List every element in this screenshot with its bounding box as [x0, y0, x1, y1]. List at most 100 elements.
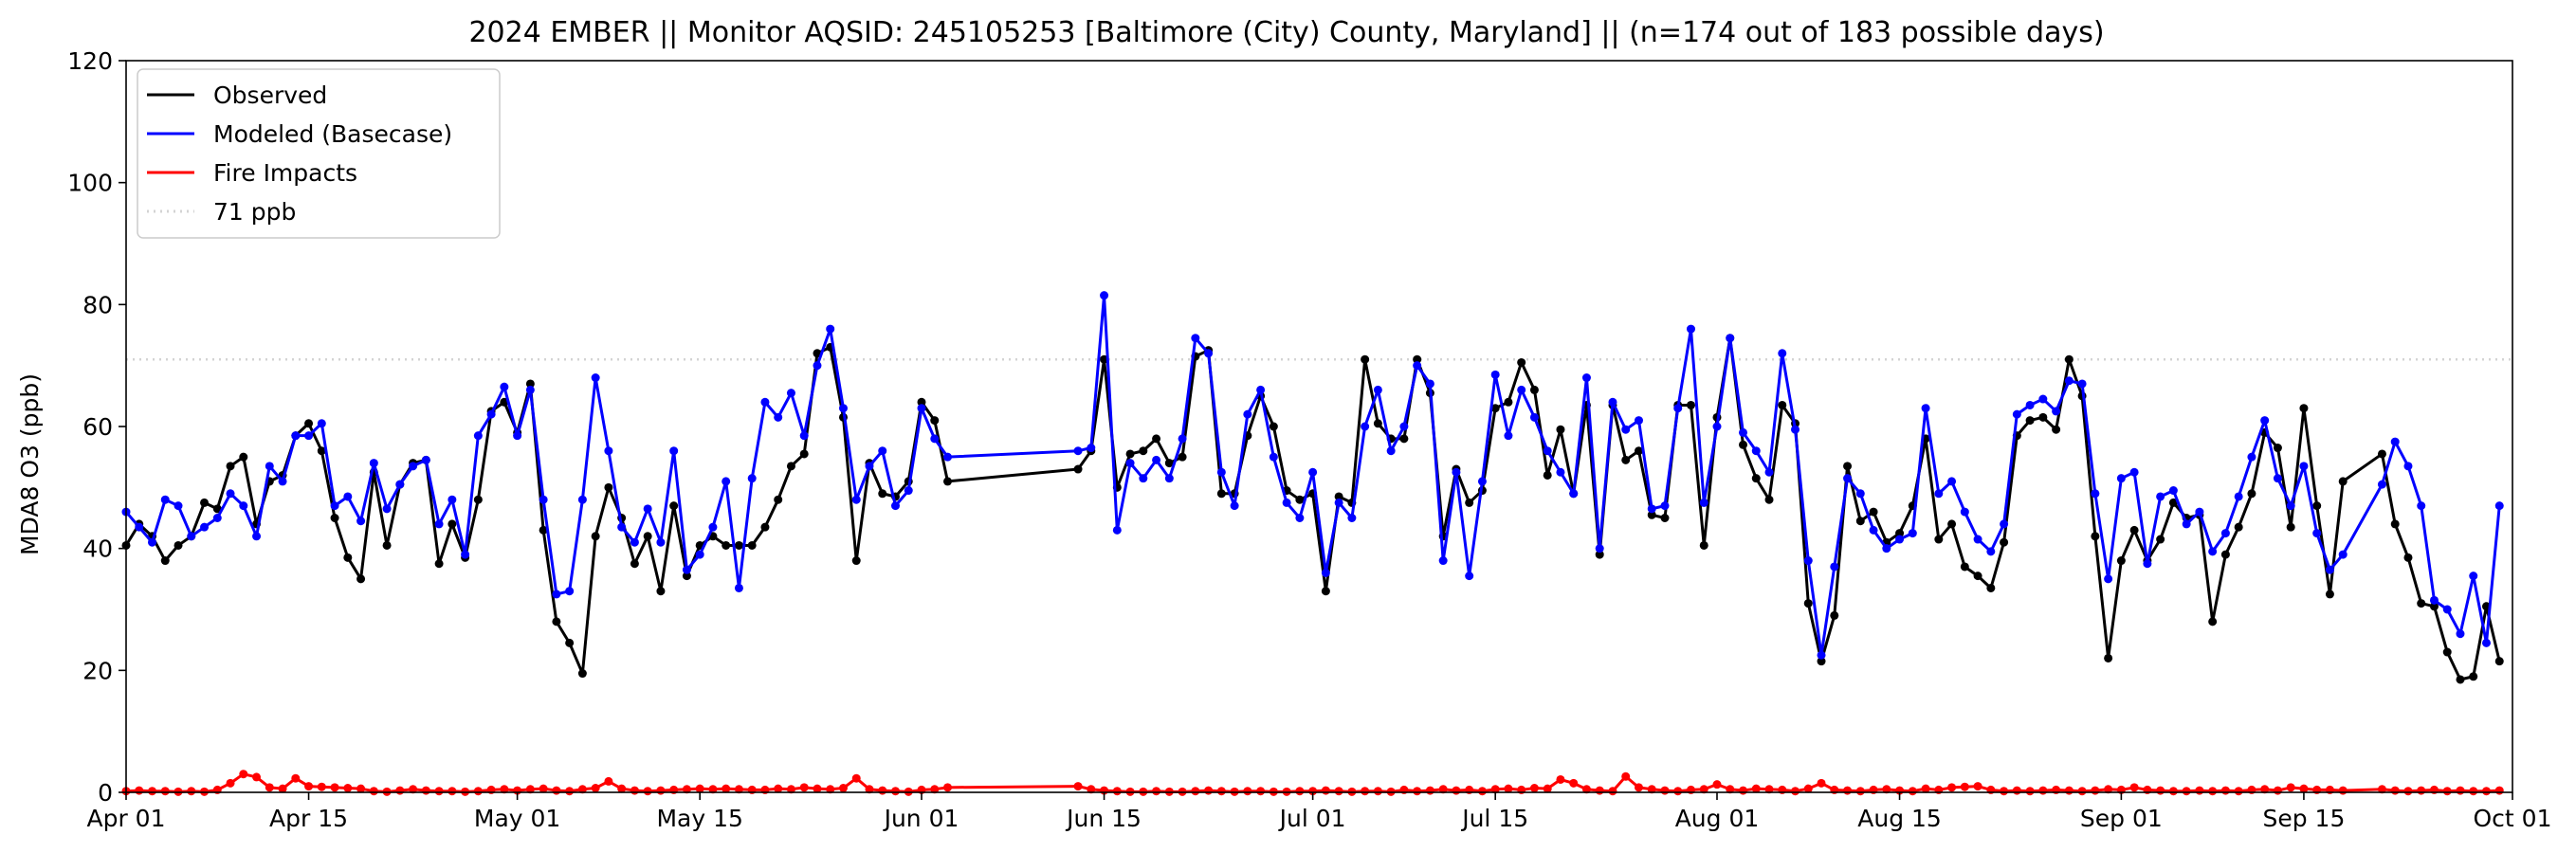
data-point — [865, 785, 874, 794]
data-point — [343, 492, 353, 501]
data-point — [226, 778, 235, 788]
data-point — [1908, 529, 1917, 538]
data-point — [1556, 425, 1565, 434]
data-point — [890, 501, 900, 511]
data-point — [2168, 498, 2178, 507]
data-point — [1243, 409, 1252, 419]
data-point — [2469, 787, 2478, 796]
data-point — [1465, 498, 1474, 507]
data-point — [1960, 782, 1969, 791]
data-point — [409, 785, 418, 794]
data-point — [1100, 291, 1109, 300]
data-point — [1947, 783, 1957, 792]
data-point — [448, 519, 457, 529]
data-point — [1517, 385, 1526, 394]
data-point — [2403, 462, 2413, 471]
data-point — [851, 495, 861, 504]
data-point — [930, 416, 940, 426]
data-point — [2116, 474, 2126, 483]
data-point — [330, 514, 339, 522]
data-point — [577, 785, 587, 794]
data-point — [1152, 455, 1161, 464]
data-point — [1581, 373, 1591, 383]
data-point — [1882, 785, 1891, 794]
data-point — [2156, 535, 2165, 544]
data-point — [2038, 394, 2048, 404]
data-point — [212, 504, 222, 514]
data-point — [1452, 786, 1461, 795]
data-point — [539, 525, 548, 535]
data-point — [356, 517, 366, 526]
data-point — [1973, 572, 1982, 581]
data-point — [1308, 467, 1318, 477]
data-point — [1855, 517, 1865, 526]
legend-label: Modeled (Basecase) — [213, 120, 452, 148]
data-point — [421, 786, 430, 795]
data-point — [2481, 787, 2491, 796]
data-point — [1595, 544, 1604, 554]
data-point — [2312, 501, 2322, 511]
data-point — [1373, 419, 1382, 428]
data-point — [148, 537, 157, 547]
data-point — [1751, 446, 1761, 456]
data-point — [1243, 787, 1252, 796]
data-point — [2220, 529, 2230, 538]
data-point — [1361, 354, 1370, 364]
data-point — [656, 537, 666, 547]
plot-area — [121, 60, 2513, 796]
data-point — [2273, 474, 2282, 483]
data-point — [1112, 525, 1122, 535]
data-point — [1986, 547, 1996, 556]
data-point — [2104, 785, 2113, 794]
data-point — [1699, 498, 1708, 507]
data-point — [1986, 583, 1996, 592]
data-point — [395, 480, 405, 489]
y-axis-ticks: 0 20 40 60 80 100 120 — [67, 47, 126, 807]
data-point — [2325, 565, 2334, 574]
data-point — [2286, 522, 2295, 532]
data-point — [395, 786, 405, 795]
data-point — [2325, 590, 2334, 599]
data-point — [1764, 785, 1774, 794]
data-point — [1295, 514, 1305, 522]
data-point — [1529, 412, 1539, 422]
data-point — [2417, 501, 2426, 511]
data-point — [1947, 519, 1957, 529]
data-point — [1947, 477, 1957, 486]
data-point — [2286, 501, 2295, 511]
data-point — [2129, 525, 2139, 535]
data-point — [577, 495, 587, 504]
data-point — [1830, 610, 1839, 620]
data-point — [708, 785, 718, 794]
data-point — [1256, 385, 1266, 394]
data-point — [2220, 550, 2230, 559]
data-point — [2403, 787, 2413, 796]
data-point — [1608, 787, 1617, 796]
data-point — [2442, 787, 2452, 796]
data-point — [2234, 522, 2243, 532]
data-point — [252, 532, 262, 541]
data-point — [1073, 464, 1083, 474]
data-point — [1921, 784, 1930, 793]
data-point — [1321, 786, 1330, 795]
data-point — [1529, 784, 1539, 792]
data-point — [1973, 782, 1982, 791]
data-point — [1908, 787, 1917, 796]
data-point — [630, 559, 639, 569]
legend-entry: Observed — [147, 82, 327, 109]
data-point — [1269, 422, 1278, 431]
data-point — [786, 389, 795, 398]
data-point — [473, 787, 483, 796]
data-point — [838, 404, 848, 413]
data-point — [160, 787, 170, 796]
data-point — [2052, 407, 2061, 416]
data-point — [1778, 400, 1787, 409]
y-tick-label: 80 — [82, 291, 113, 318]
data-point — [278, 784, 287, 793]
y-tick-label: 0 — [98, 779, 113, 807]
data-point — [1112, 787, 1122, 796]
data-point — [1517, 357, 1526, 367]
x-tick-label: Jun 01 — [883, 805, 959, 832]
data-point — [212, 514, 222, 522]
data-point — [1164, 474, 1174, 483]
